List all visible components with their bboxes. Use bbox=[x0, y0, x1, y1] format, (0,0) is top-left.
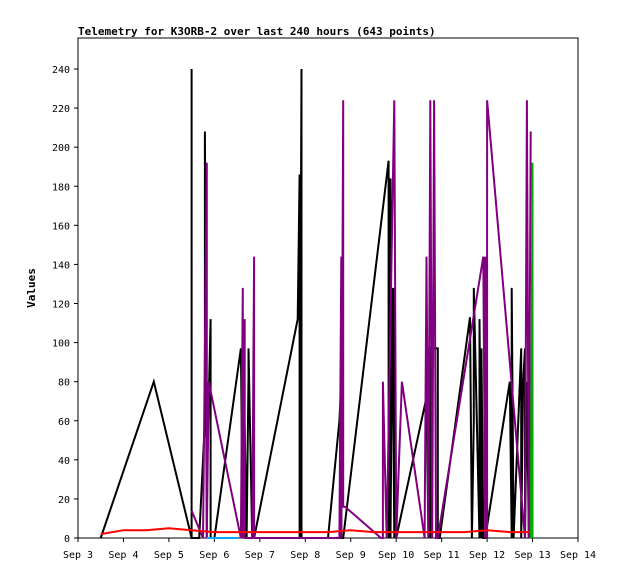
x-tick-label: Sep 9 bbox=[336, 550, 366, 561]
y-tick-label: 160 bbox=[52, 221, 70, 232]
y-tick-label: 0 bbox=[64, 534, 70, 545]
y-axis: 0 20 40 60 80 100 120 140 160 180 200 220 240 bbox=[52, 65, 78, 545]
y-tick-label: 100 bbox=[52, 339, 70, 350]
y-tick-label: 140 bbox=[52, 260, 70, 271]
chart-title: Telemetry for K3ORB-2 over last 240 hour… bbox=[78, 25, 436, 38]
series-layer bbox=[99, 68, 534, 539]
x-tick-label: Sep 14 bbox=[560, 550, 596, 561]
y-tick-label: 200 bbox=[52, 143, 70, 154]
series-line-4 bbox=[529, 162, 534, 539]
series-line-1 bbox=[99, 68, 532, 539]
y-tick-label: 60 bbox=[58, 417, 70, 428]
x-tick-label: Sep 5 bbox=[154, 550, 184, 561]
y-axis-label: Values bbox=[25, 268, 38, 308]
series-line-3 bbox=[100, 527, 533, 536]
x-tick-label: Sep 3 bbox=[63, 550, 93, 561]
x-tick-label: Sep 11 bbox=[424, 550, 460, 561]
x-tick-label: Sep 8 bbox=[290, 550, 320, 561]
x-tick-label: Sep 4 bbox=[108, 550, 138, 561]
series-line-2 bbox=[190, 100, 532, 539]
x-axis: Sep 3 Sep 4 Sep 5 Sep 6 Sep 7 Sep 8 Sep 9 Sep 1… bbox=[63, 538, 596, 561]
y-tick-label: 120 bbox=[52, 300, 70, 311]
y-tick-label: 220 bbox=[52, 104, 70, 115]
y-tick-label: 180 bbox=[52, 182, 70, 193]
x-tick-label: Sep 10 bbox=[378, 550, 414, 561]
y-tick-label: 80 bbox=[58, 378, 70, 389]
x-tick-label: Sep 13 bbox=[514, 550, 550, 561]
x-tick-label: Sep 12 bbox=[469, 550, 505, 561]
x-tick-label: Sep 6 bbox=[199, 550, 229, 561]
y-tick-label: 20 bbox=[58, 495, 70, 506]
y-tick-label: 240 bbox=[52, 65, 70, 76]
x-tick-label: Sep 7 bbox=[245, 550, 275, 561]
y-tick-label: 40 bbox=[58, 456, 70, 467]
